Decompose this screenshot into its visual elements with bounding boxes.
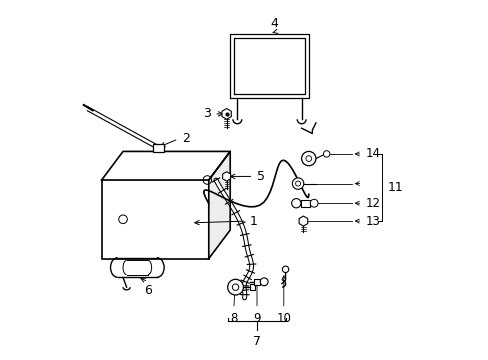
Polygon shape [222, 109, 231, 119]
Text: 9: 9 [253, 312, 260, 325]
Bar [300, 200, 309, 207]
Text: 11: 11 [386, 181, 402, 194]
Polygon shape [208, 152, 230, 258]
Text: 13: 13 [365, 215, 380, 228]
Circle shape [323, 151, 329, 157]
Polygon shape [299, 216, 307, 226]
Text: 2: 2 [182, 132, 189, 145]
Text: 12: 12 [365, 197, 380, 210]
Circle shape [291, 199, 300, 208]
Bar [153, 144, 164, 152]
Bar [254, 279, 259, 285]
Circle shape [292, 178, 303, 189]
Text: 5: 5 [257, 170, 264, 183]
Text: 7: 7 [252, 336, 261, 348]
Circle shape [282, 266, 288, 273]
Circle shape [260, 278, 267, 286]
Bar [249, 284, 255, 290]
Text: 8: 8 [230, 312, 237, 325]
Text: 4: 4 [270, 17, 278, 30]
Polygon shape [222, 172, 230, 181]
Circle shape [301, 152, 315, 166]
Text: 3: 3 [202, 107, 210, 120]
Text: 14: 14 [365, 148, 380, 161]
Text: 10: 10 [276, 312, 291, 325]
Circle shape [309, 199, 317, 207]
Text: 6: 6 [144, 284, 152, 297]
Bar [102, 180, 208, 258]
Circle shape [227, 279, 243, 295]
Text: 1: 1 [249, 215, 257, 228]
Polygon shape [102, 152, 230, 180]
